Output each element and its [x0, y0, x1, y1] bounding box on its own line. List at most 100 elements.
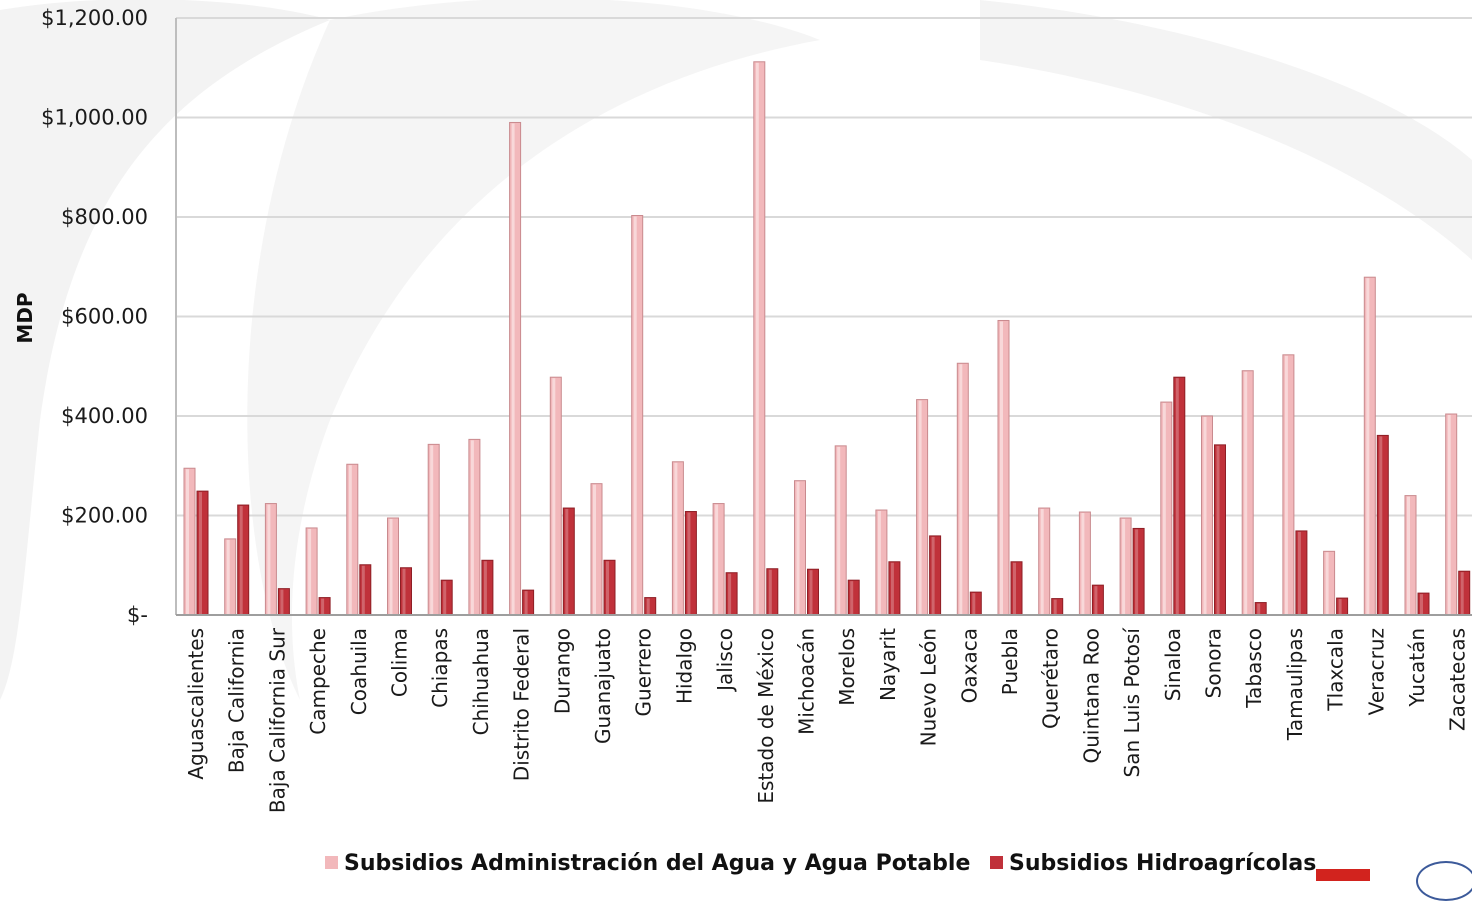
- bar-hidroagricola: [888, 561, 901, 616]
- y-tick-label: $200.00: [61, 504, 148, 528]
- bar-highlight: [565, 509, 569, 614]
- bar-highlight: [430, 445, 434, 614]
- bar-highlight: [280, 589, 284, 614]
- bar-highlight: [1447, 415, 1451, 614]
- x-tick-label: Guerrero: [632, 628, 656, 716]
- bar-hidroagricola: [969, 591, 982, 616]
- legend-label-0: Subsidios Administración del Agua y Agua…: [344, 851, 971, 876]
- x-tick-label: Zacatecas: [1446, 628, 1470, 731]
- bar-highlight: [1053, 599, 1057, 614]
- bar-agua-potable: [264, 503, 277, 616]
- bar-highlight: [1366, 278, 1370, 614]
- bar-highlight: [511, 123, 515, 614]
- bar-agua-potable: [1363, 276, 1376, 616]
- bar-highlight: [1040, 509, 1044, 614]
- x-tick-label: Durango: [550, 628, 574, 714]
- bar-highlight: [199, 492, 202, 614]
- bar-agua-potable: [1445, 413, 1458, 616]
- bar-hidroagricola: [1091, 584, 1104, 616]
- bar-hidroagricola: [766, 568, 779, 616]
- bar-highlight: [321, 598, 325, 614]
- x-tick-label: Jalisco: [713, 628, 737, 693]
- bar-agua-potable: [1119, 517, 1132, 616]
- bar-highlight: [361, 565, 365, 614]
- bar-hidroagricola: [440, 579, 453, 616]
- x-tick-label: Querétaro: [1039, 628, 1063, 729]
- x-tick-label: Chihuahua: [469, 628, 493, 735]
- legend: Subsidios Administración del Agua y Agua…: [0, 849, 1472, 879]
- bar-highlight: [1257, 603, 1261, 614]
- bar-hidroagricola: [1010, 561, 1023, 616]
- x-tick-label: Chiapas: [428, 628, 452, 708]
- bar-highlight: [715, 504, 719, 614]
- bar-highlight: [1325, 552, 1329, 614]
- bar-agua-potable: [590, 483, 603, 616]
- bar-hidroagricola: [196, 490, 209, 616]
- red-brand-logo: [1316, 869, 1370, 881]
- bar-highlight: [1284, 355, 1288, 614]
- bar-highlight: [1081, 513, 1085, 614]
- bar-highlight: [728, 573, 732, 614]
- bar-hidroagricola: [1132, 527, 1145, 616]
- bar-agua-potable: [183, 467, 196, 616]
- bar-hidroagricola: [1376, 434, 1389, 616]
- bar-highlight: [1094, 586, 1098, 614]
- bar-hidroagricola: [725, 572, 738, 616]
- x-tick-label: Campeche: [306, 628, 330, 735]
- bar-highlight: [972, 593, 976, 614]
- bar-highlight: [443, 581, 447, 614]
- bars: [183, 61, 1471, 616]
- x-tick-label: Nuevo León: [917, 628, 941, 746]
- bar-highlight: [524, 591, 528, 614]
- bar-hidroagricola: [481, 559, 494, 616]
- bar-agua-potable: [875, 509, 888, 616]
- x-tick-label: Veracruz: [1364, 628, 1388, 715]
- x-tick-label: Tamaulipas: [1283, 628, 1307, 741]
- bar-agua-potable: [1201, 415, 1213, 616]
- bar-highlight: [674, 462, 678, 614]
- bar-agua-potable: [631, 215, 644, 616]
- bar-hidroagricola: [1336, 597, 1349, 616]
- y-axis-ticks: $- $200.00 $400.00 $600.00 $800.00 $1,000.00 $…: [41, 6, 148, 627]
- bar-highlight: [959, 364, 963, 614]
- gridlines: [176, 17, 1472, 517]
- bar-highlight: [755, 62, 759, 614]
- bar-highlight: [850, 581, 854, 614]
- x-tick-label: Michoacán: [795, 628, 819, 735]
- bar-highlight: [1407, 496, 1410, 614]
- x-tick-label: Distrito Federal: [510, 628, 534, 781]
- bar-hidroagricola: [562, 507, 575, 616]
- bar-hidroagricola: [400, 567, 412, 616]
- bar-hidroagricola: [847, 579, 860, 616]
- bar-highlight: [483, 561, 487, 614]
- bar-highlight: [633, 216, 637, 614]
- x-tick-label: Yucatán: [1405, 628, 1429, 708]
- bar-highlight: [1175, 378, 1179, 614]
- bar-highlight: [186, 469, 189, 614]
- bar-highlight: [1203, 417, 1207, 614]
- bar-highlight: [1216, 445, 1220, 614]
- x-tick-label: Coahuila: [347, 628, 371, 715]
- bar-agua-potable: [468, 438, 481, 616]
- bar-agua-potable: [794, 480, 806, 616]
- bar-agua-potable: [1323, 550, 1336, 616]
- bar-highlight: [809, 570, 813, 614]
- legend-swatch-0: [325, 856, 338, 869]
- bar-highlight: [308, 528, 312, 614]
- bar-agua-potable: [956, 362, 969, 616]
- x-tick-label: Baja California Sur: [265, 627, 289, 813]
- bar-agua-potable: [346, 463, 359, 616]
- bar-highlight: [593, 484, 596, 614]
- background-swoosh: [0, 0, 1472, 700]
- bar-hidroagricola: [1051, 598, 1064, 616]
- bar-hidroagricola: [359, 564, 372, 616]
- x-tick-label: Nayarit: [876, 628, 900, 701]
- x-tick-label: Sonora: [1202, 628, 1226, 698]
- bar-chart: $- $200.00 $400.00 $600.00 $800.00 $1,000.00 $…: [13, 6, 1472, 813]
- x-tick-label: Puebla: [998, 628, 1022, 695]
- bar-hidroagricola: [1173, 376, 1186, 616]
- bar-agua-potable: [1241, 370, 1254, 616]
- bar-highlight: [348, 465, 352, 614]
- bar-hidroagricola: [522, 589, 535, 616]
- bar-agua-potable: [387, 517, 399, 616]
